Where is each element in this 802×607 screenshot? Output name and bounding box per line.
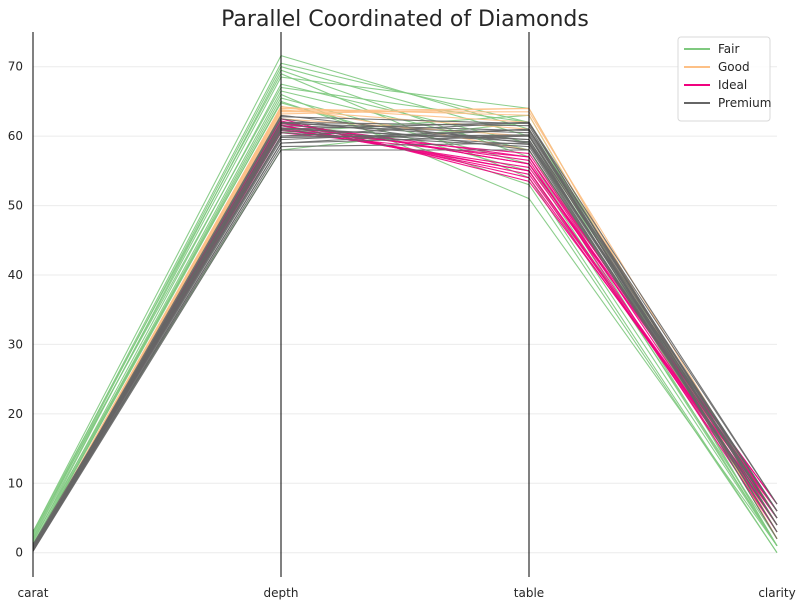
y-tick-label: 10 (8, 476, 23, 490)
y-tick-label: 30 (8, 337, 23, 351)
series-good (32, 105, 778, 551)
x-tick-label: table (514, 586, 544, 600)
legend-box (677, 36, 771, 122)
x-tick-label: carat (18, 586, 49, 600)
data-line (32, 100, 778, 554)
x-tick-labels: carat depth table clarity (18, 586, 796, 600)
series-lines (32, 54, 778, 554)
legend-label: Ideal (718, 78, 747, 92)
y-tick-label: 40 (8, 268, 23, 282)
data-line (32, 149, 778, 552)
data-line (32, 73, 778, 554)
y-tick-label: 20 (8, 407, 23, 421)
chart-title: Parallel Coordinated of Diamonds (221, 7, 589, 32)
legend-label: Premium (718, 96, 771, 110)
data-line (32, 130, 778, 549)
y-tick-labels: 0 10 20 30 40 50 60 70 (8, 60, 23, 560)
x-tick-label: depth (264, 586, 299, 600)
data-line (32, 106, 778, 549)
vertical-axes (32, 32, 530, 577)
y-tick-label: 60 (8, 129, 23, 143)
data-line (32, 118, 778, 550)
data-line (32, 83, 778, 545)
data-line (32, 134, 778, 549)
data-line (32, 93, 778, 548)
legend-label: Good (718, 60, 750, 74)
legend-label: Fair (718, 42, 739, 56)
y-tick-label: 0 (15, 546, 23, 560)
y-tick-label: 70 (8, 60, 23, 74)
data-line (32, 116, 778, 552)
y-tick-label: 50 (8, 199, 23, 213)
x-tick-label: clarity (758, 586, 795, 600)
series-premium (32, 114, 778, 552)
series-fair (32, 54, 778, 554)
data-line (32, 102, 778, 547)
data-line (32, 105, 778, 549)
data-line (32, 121, 778, 547)
legend: Fair Good Ideal Premium (677, 36, 771, 122)
